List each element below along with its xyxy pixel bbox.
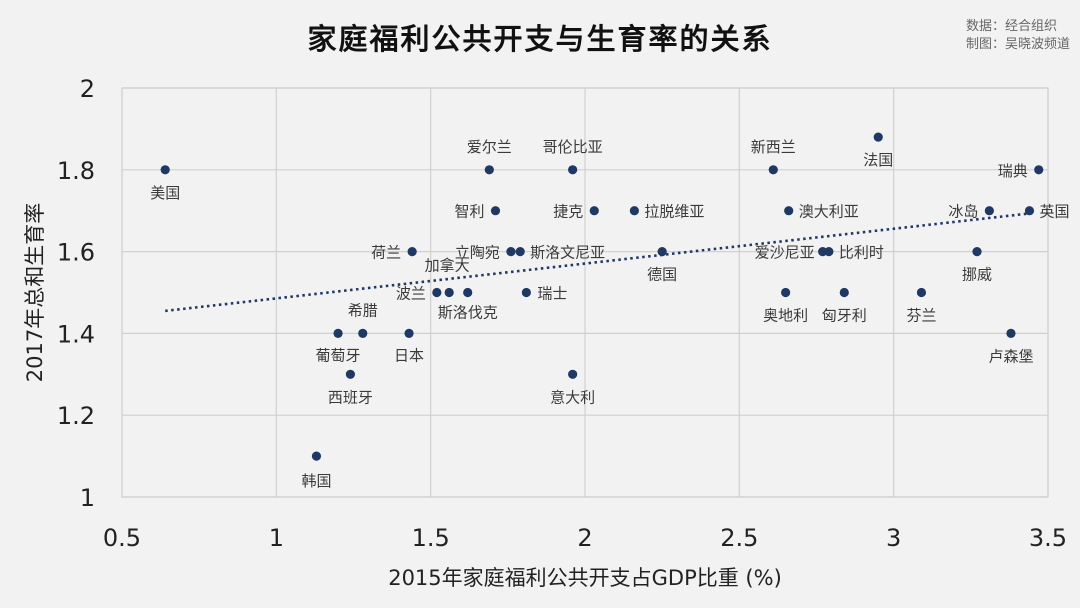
data-point (629, 206, 639, 216)
source-line: 数据：经合组织 (965, 19, 1057, 34)
y-tick-label: 1.2 (57, 402, 95, 430)
data-point (521, 287, 531, 298)
point-label: 智利 (454, 203, 484, 221)
data-point (873, 132, 883, 142)
data-point (839, 287, 849, 298)
point-label: 新西兰 (751, 138, 796, 156)
data-point (444, 287, 454, 298)
data-point (784, 206, 794, 216)
data-point (1006, 328, 1016, 338)
y-tick-label: 1.8 (57, 157, 95, 185)
x-tick-label: 2.5 (720, 524, 758, 552)
point-label: 葡萄牙 (316, 346, 361, 364)
trendline (165, 211, 1036, 313)
data-point (404, 328, 414, 338)
x-tick-label: 3.5 (1029, 524, 1067, 552)
data-point (984, 206, 994, 216)
point-label: 匈牙利 (822, 307, 867, 325)
data-point (333, 328, 343, 338)
point-label: 韩国 (301, 472, 331, 490)
x-tick-label: 2 (577, 524, 592, 552)
point-label: 美国 (150, 184, 180, 202)
point-label: 拉脱维亚 (644, 203, 704, 221)
data-point (1034, 165, 1044, 175)
point-label: 奥地利 (763, 307, 808, 325)
point-label: 捷克 (553, 203, 583, 221)
point-label: 冰岛 (948, 203, 978, 221)
point-label: 希腊 (348, 301, 378, 319)
y-tick-label: 1.6 (57, 239, 95, 267)
data-point (568, 369, 578, 379)
point-label: 挪威 (962, 266, 992, 284)
data-point (358, 328, 368, 338)
data-point (657, 247, 667, 257)
data-point (972, 247, 982, 257)
credit-line: 制图：吴晓波频道 (965, 37, 1070, 52)
data-point (345, 369, 356, 379)
y-tick-label: 2 (80, 75, 95, 103)
data-point (781, 287, 791, 298)
chart-title: 家庭福利公共开支与生育率的关系 (307, 22, 773, 56)
point-label: 法国 (863, 151, 893, 169)
point-label: 芬兰 (906, 307, 936, 325)
data-point (515, 247, 525, 257)
point-label: 爱沙尼亚 (755, 244, 815, 262)
y-axis-title: 2017年总和生育率 (23, 203, 47, 382)
x-tick-label: 1.5 (412, 524, 450, 552)
point-label: 卢森堡 (988, 347, 1033, 365)
y-tick-label: 1.4 (57, 320, 95, 348)
data-point (589, 206, 599, 216)
point-label: 德国 (647, 266, 677, 284)
data-point (768, 165, 778, 175)
point-label: 立陶宛 (455, 244, 500, 262)
point-label: 西班牙 (328, 388, 373, 406)
point-label: 比利时 (839, 244, 884, 262)
data-point (490, 206, 501, 216)
point-label: 斯洛文尼亚 (530, 244, 605, 262)
point-label: 英国 (1039, 203, 1069, 221)
point-label: 瑞典 (998, 162, 1028, 180)
point-label: 波兰 (396, 285, 426, 303)
data-point (432, 287, 442, 298)
point-label: 意大利 (550, 388, 595, 406)
data-point (1024, 206, 1035, 216)
point-label: 爱尔兰 (467, 138, 512, 156)
x-tick-label: 3 (886, 524, 901, 552)
x-tick-label: 1 (269, 524, 284, 552)
data-point (824, 247, 834, 257)
data-point (160, 165, 170, 175)
point-label: 斯洛伐克 (438, 304, 498, 322)
source-note: 数据：经合组织 制图：吴晓波频道 (966, 18, 1070, 54)
data-point (484, 165, 494, 175)
data-point (916, 287, 927, 298)
point-label: 日本 (394, 346, 424, 364)
point-label: 哥伦比亚 (543, 138, 603, 156)
y-tick-label: 1 (80, 484, 95, 512)
point-label: 加拿大 (425, 257, 470, 275)
point-label: 荷兰 (371, 244, 401, 262)
data-point (568, 165, 578, 175)
x-tick-label: 0.5 (103, 524, 141, 552)
x-axis-title: 2015年家庭福利公共开支占GDP比重 (%) (388, 566, 782, 590)
point-label: 瑞士 (537, 285, 567, 303)
data-point (407, 247, 417, 257)
data-point (506, 247, 516, 257)
data-point (311, 451, 322, 461)
point-label: 澳大利亚 (799, 203, 859, 221)
data-point (463, 287, 473, 298)
